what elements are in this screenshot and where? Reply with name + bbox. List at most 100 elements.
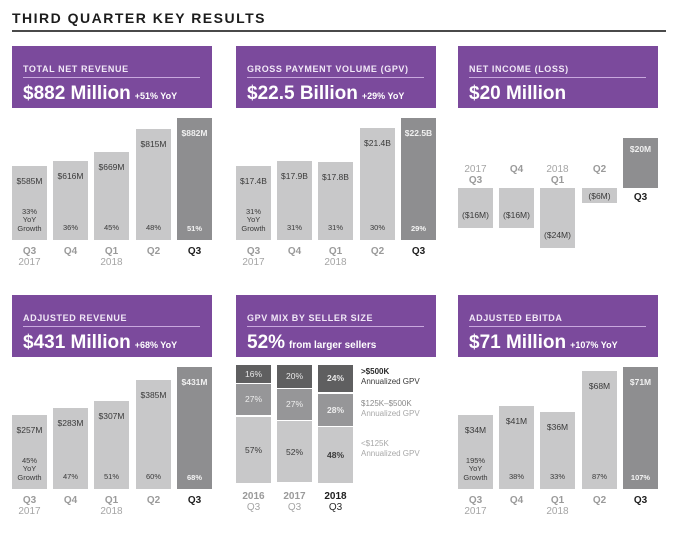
x-tick-label: 2017 Q3 <box>458 164 493 186</box>
legend-item: <$125K Annualized GPV <box>361 439 420 458</box>
growth-label: 60% <box>145 472 161 482</box>
page-title: THIRD QUARTER KEY RESULTS <box>12 10 266 26</box>
growth-label: 45% <box>103 223 119 233</box>
year-label: 2016 <box>242 491 265 502</box>
growth-label: 30% <box>369 223 385 233</box>
headline-amount: $431 Million <box>23 332 131 353</box>
quarter-label: Q4 <box>63 246 78 257</box>
bar: $71M 107% <box>623 367 658 489</box>
x-tick-label: Q3 <box>177 495 212 506</box>
growth-label: 51% <box>103 472 119 482</box>
legend-item: >$500K Annualized GPV <box>361 367 420 386</box>
stacked-segment: 52% <box>277 421 312 483</box>
headline-change: +107% YoY <box>570 340 618 350</box>
bar: $22.5B 29% <box>401 118 436 240</box>
x-tick-label: Q2 <box>582 164 617 175</box>
bar-value-label: $41M <box>505 415 528 426</box>
bar: $882M 51% <box>177 118 212 240</box>
quarter-label: Q3 <box>22 495 37 506</box>
quarter-label: Q3 <box>633 495 648 506</box>
x-tick-label: Q2 <box>360 246 395 257</box>
x-tick-label: 2017 Q3 <box>277 491 312 513</box>
bar-chart: $257M 45% YoY Growth Q3 2017 $283M 47% Q4 $307M 51… <box>12 357 212 517</box>
legend-sub: Annualized GPV <box>361 408 420 418</box>
bar: $307M 51% <box>94 401 129 489</box>
growth-label: 31% YoY Growth <box>241 206 266 233</box>
panel-label: GROSS PAYMENT VOLUME (GPV) <box>247 64 409 74</box>
panel-label: NET INCOME (LOSS) <box>469 64 569 74</box>
quarter-label: Q4 <box>63 495 78 506</box>
quarter-label: Q4 <box>287 246 302 257</box>
quarter-label: Q3 <box>246 502 261 513</box>
x-tick-label: Q3 <box>177 246 212 257</box>
quarter-label: Q3 <box>328 502 343 513</box>
x-tick-label: Q3 2017 <box>12 495 47 517</box>
segment-label: 52% <box>285 446 303 457</box>
panel-label: ADJUSTED EBITDA <box>469 313 563 323</box>
bar: ($24M) <box>540 188 575 248</box>
growth-label: 36% <box>62 223 78 233</box>
stacked-segment: 28% <box>318 393 353 426</box>
segment-label: 27% <box>244 394 262 405</box>
x-tick-label: Q1 2018 <box>318 246 353 268</box>
header-divider <box>469 326 646 327</box>
x-tick-label: 2016 Q3 <box>236 491 271 513</box>
x-tick-label: Q4 <box>499 495 534 506</box>
x-tick-label: Q3 2017 <box>12 246 47 268</box>
x-tick-label: Q4 <box>53 495 88 506</box>
stacked-segment: 57% <box>236 416 271 484</box>
bar-value-label: ($16M) <box>462 210 489 220</box>
year-label: 2018 <box>546 506 569 517</box>
x-tick-label: Q4 <box>53 246 88 257</box>
headline-amount: $71 Million <box>469 332 567 353</box>
bar-value-label: $815M <box>140 138 167 149</box>
quarter-label: Q2 <box>146 495 161 506</box>
x-tick-label: Q2 <box>136 495 171 506</box>
year-label: 2018 <box>324 257 347 268</box>
bar-value-label: $36M <box>546 422 569 433</box>
stacked-segment: 24% <box>318 365 353 393</box>
bar-value-label: $669M <box>98 162 125 173</box>
legend-sub: Annualized GPV <box>361 376 420 386</box>
growth-label: 31% <box>286 223 302 233</box>
x-tick-label: Q1 2018 <box>94 495 129 517</box>
bar-value-label: $17.8B <box>322 172 349 183</box>
legend-name: >$500K <box>361 367 390 376</box>
x-tick-label: 2018 Q1 <box>540 164 575 186</box>
quarter-label: Q2 <box>370 246 385 257</box>
bar-value-label: $17.4B <box>240 176 267 186</box>
headline-value: $71 Million +107% YoY <box>469 332 618 354</box>
legend-name: $125K–$500K <box>361 399 412 408</box>
year-label: 2018 <box>100 506 123 517</box>
header-divider <box>247 77 424 78</box>
year-label: 2018 <box>324 491 347 502</box>
bar: ($6M) <box>582 188 617 203</box>
segment-label: 28% <box>326 404 344 415</box>
headline-value: $20 Million <box>469 83 566 105</box>
headline-amount: 52% <box>247 332 286 353</box>
quarter-label: Q1 <box>104 246 119 257</box>
segment-label: 27% <box>285 399 303 410</box>
stacked-segment: 27% <box>277 389 312 420</box>
bar-value-label: $17.9B <box>281 171 308 182</box>
bar: $41M 38% <box>499 405 534 489</box>
bar: $431M 68% <box>177 367 212 489</box>
bar-value-label: $283M <box>57 417 84 428</box>
growth-label: 107% <box>630 472 651 482</box>
headline-change: +68% YoY <box>134 340 178 350</box>
bar: $17.8B 31% <box>318 162 353 240</box>
x-tick-label: 2018 Q3 <box>318 491 353 513</box>
quarter-label: Q2 <box>592 164 607 175</box>
bar: ($16M) <box>458 188 493 228</box>
year-label: 2017 <box>242 257 265 268</box>
year-label: 2018 <box>100 257 123 268</box>
header-divider <box>23 326 200 327</box>
x-tick-label: Q4 <box>277 246 312 257</box>
legend-sub: Annualized GPV <box>361 448 420 458</box>
quarter-label: Q2 <box>146 246 161 257</box>
quarter-label: Q3 <box>287 502 302 513</box>
bar-value-label: $34M <box>464 425 487 435</box>
headline-value: $431 Million +68% YoY <box>23 332 177 354</box>
segment-label: 16% <box>244 368 262 379</box>
year-label: 2017 <box>283 491 306 502</box>
